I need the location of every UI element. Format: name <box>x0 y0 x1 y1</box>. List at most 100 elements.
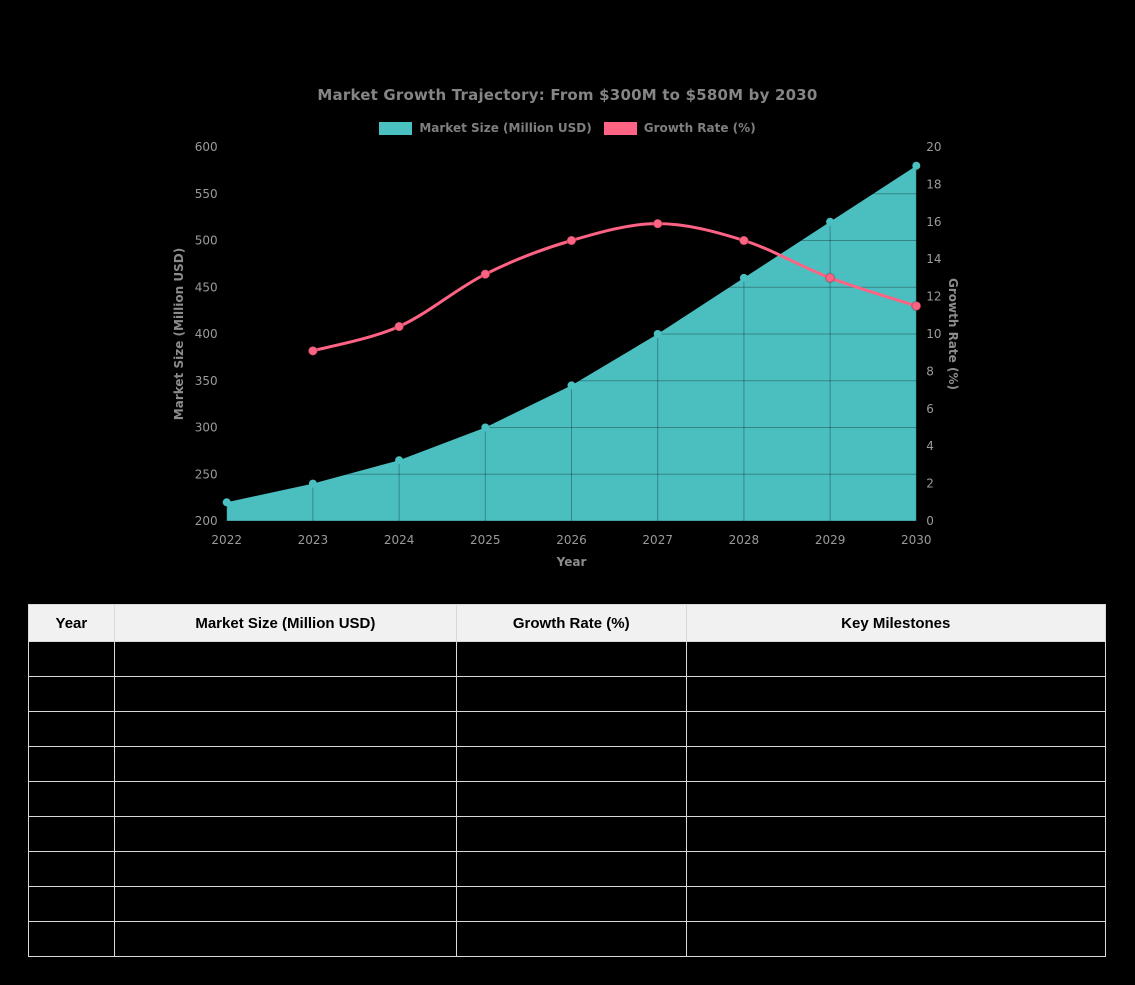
table-cell <box>455 816 687 852</box>
table-header-row: Year Market Size (Million USD) Growth Rate… <box>28 604 1106 642</box>
line-point-marker <box>393 321 405 332</box>
x-axis-title: Year <box>556 555 587 569</box>
table-cell <box>28 641 115 677</box>
table-cell <box>455 886 687 922</box>
area-series-market-size <box>226 165 917 521</box>
y-left-tick-label: 400 <box>195 327 218 341</box>
area-point-marker <box>653 330 662 338</box>
y-left-tick-label: 550 <box>195 187 218 201</box>
table-cell <box>113 816 457 852</box>
table-row <box>28 746 1106 782</box>
y-right-tick-label: 8 <box>926 364 934 378</box>
y-left-tick-label: 250 <box>195 467 218 481</box>
x-tick-label: 2023 <box>298 533 329 547</box>
y-left-axis-title: Market Size (Million USD) <box>172 248 186 420</box>
area-point-marker <box>567 381 576 390</box>
y-left-tick-label: 450 <box>195 280 218 294</box>
line-point-marker <box>911 300 922 312</box>
table-row <box>28 816 1106 852</box>
table-cell <box>685 816 1106 852</box>
table-cell <box>685 676 1106 712</box>
chart-title: Market Growth Trajectory: From $300M to … <box>317 86 818 104</box>
table-cell <box>455 711 687 747</box>
table-cell <box>455 641 687 677</box>
y-right-tick-label: 16 <box>926 215 941 229</box>
y-left-tick-label: 300 <box>195 421 218 435</box>
table-cell <box>685 851 1106 887</box>
table-cell <box>455 746 687 782</box>
table-cell <box>28 886 115 922</box>
line-point-marker <box>566 235 577 246</box>
x-tick-label: 2022 <box>211 533 242 547</box>
y-left-tick-label: 500 <box>195 234 218 248</box>
legend-swatch-market-size-icon <box>379 121 413 135</box>
x-tick-label: 2024 <box>384 533 415 547</box>
table-row <box>28 781 1106 817</box>
legend-label-market-size: Market Size (Million USD) <box>419 121 592 135</box>
chart-legend: Market Size (Million USD) Growth Rate (%… <box>0 121 1135 135</box>
table-row <box>28 711 1106 747</box>
table-cell <box>28 746 115 782</box>
line-series-growth-rate <box>311 222 918 353</box>
line-point-marker <box>824 272 836 284</box>
col-header-key-milestones: Key Milestones <box>685 604 1106 642</box>
col-header-year: Year <box>28 604 115 642</box>
col-header-growth-rate: Growth Rate (%) <box>455 604 687 642</box>
y-left-tick-label: 600 <box>195 140 218 154</box>
table-cell <box>113 641 457 677</box>
table-cell <box>28 851 115 887</box>
table-row <box>28 851 1106 887</box>
area-point-marker <box>481 423 490 432</box>
area-point-marker <box>912 161 921 170</box>
x-tick-label: 2027 <box>642 533 673 547</box>
area-point-marker <box>222 498 231 507</box>
table-cell <box>113 676 457 712</box>
market-growth-chart: 200 250 300 350 400 450 500 550 600 0 2 4 6 8 10 12 14 16… <box>172 140 960 569</box>
table-cell <box>685 886 1106 922</box>
y-right-axis-title: Growth Rate (%) <box>946 278 960 390</box>
x-tick-label: 2026 <box>556 533 587 547</box>
table-cell <box>28 781 115 817</box>
table-cell <box>685 746 1106 782</box>
y-right-tick-label: 18 <box>926 177 941 191</box>
legend-swatch-growth-rate-icon <box>603 121 637 135</box>
line-point-marker <box>652 218 663 229</box>
table-row <box>28 886 1106 922</box>
y-right-tick-label: 6 <box>926 402 934 416</box>
line-point-marker <box>738 235 750 246</box>
table-row <box>28 676 1106 712</box>
area-point-marker <box>826 217 835 226</box>
area-point-marker <box>395 456 404 465</box>
y-right-tick-label: 12 <box>926 290 941 304</box>
legend-item-market-size: Market Size (Million USD) <box>379 121 592 135</box>
table-cell <box>28 711 115 747</box>
col-header-market-size-million-usd: Market Size (Million USD) <box>113 604 457 642</box>
y-left-tick-label: 200 <box>195 514 218 528</box>
line-point-marker <box>307 345 319 357</box>
table-cell <box>455 921 687 957</box>
table-cell <box>28 676 115 712</box>
y-right-tick-label: 2 <box>926 477 934 491</box>
table-cell <box>113 746 457 782</box>
table-cell <box>113 886 457 922</box>
legend-label-growth-rate: Growth Rate (%) <box>643 121 756 135</box>
table-cell <box>28 921 115 957</box>
table-cell <box>28 816 115 852</box>
table-cell <box>113 851 457 887</box>
table-row <box>28 921 1106 957</box>
line-point-marker <box>480 268 491 280</box>
x-tick-label: 2028 <box>729 533 760 547</box>
table-row <box>28 641 1106 677</box>
x-tick-label: 2025 <box>470 533 501 547</box>
y-right-tick-label: 0 <box>926 514 934 528</box>
y-right-tick-label: 10 <box>926 327 941 341</box>
y-right-tick-label: 20 <box>926 140 941 154</box>
x-tick-label: 2030 <box>901 533 932 547</box>
table-cell <box>685 781 1106 817</box>
legend-item-growth-rate: Growth Rate (%) <box>603 121 756 135</box>
table-cell <box>685 641 1106 677</box>
table-cell <box>455 676 687 712</box>
area-point-marker <box>308 479 317 488</box>
y-right-tick-label: 14 <box>926 252 941 266</box>
